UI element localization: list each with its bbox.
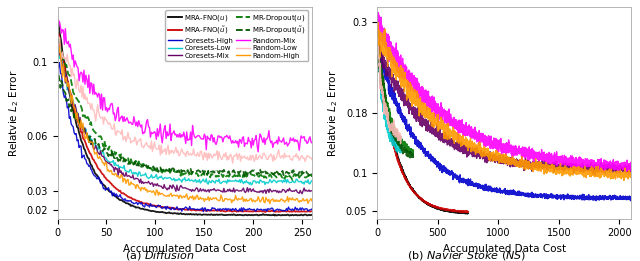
Y-axis label: Relatvie $L_2$ Error: Relatvie $L_2$ Error xyxy=(326,69,340,157)
X-axis label: Accumulated Data Cost: Accumulated Data Cost xyxy=(123,244,246,254)
Text: (b) $\it{Navier\ Stoke\ (NS)}$: (b) $\it{Navier\ Stoke\ (NS)}$ xyxy=(408,249,527,261)
Y-axis label: Relatvie $L_2$ Error: Relatvie $L_2$ Error xyxy=(7,69,20,157)
Text: (a) $\it{Diffusion}$: (a) $\it{Diffusion}$ xyxy=(125,249,195,261)
Legend: MRA-FNO($u$), MRA-FNO($\tilde{u}$), Coresets-High, Coresets-Low, Coresets-Mix, M: MRA-FNO($u$), MRA-FNO($\tilde{u}$), Core… xyxy=(165,10,308,61)
X-axis label: Accumulated Data Cost: Accumulated Data Cost xyxy=(443,244,566,254)
